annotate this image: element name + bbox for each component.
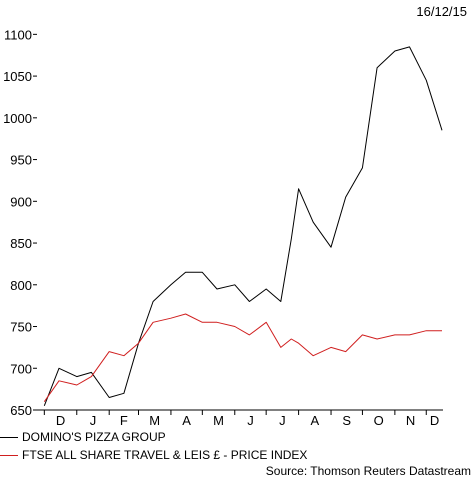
y-tick-label: 950	[10, 153, 32, 168]
y-tick-label: 900	[10, 194, 32, 209]
y-tick-label: 750	[10, 320, 32, 335]
series-line-ftse	[43, 313, 442, 402]
legend-swatch-ftse	[0, 455, 18, 456]
y-tick-label: 1000	[3, 111, 32, 126]
legend-label-dominos: DOMINO'S PIZZA GROUP	[22, 430, 166, 444]
x-tick-label: D	[56, 413, 65, 428]
legend-swatch-dominos	[0, 437, 18, 438]
x-tick-label: O	[374, 413, 384, 428]
date-label: 16/12/15	[416, 4, 467, 19]
x-tick-label: N	[406, 413, 415, 428]
series-line-dominos	[43, 46, 443, 406]
y-tick-label: 850	[10, 236, 32, 251]
y-tick-label: 650	[10, 403, 32, 418]
x-tick-label: J	[247, 413, 254, 428]
y-axis: 650 700 750 800 850 900 950 1000 1050 1100	[3, 27, 37, 418]
x-tick-label: J	[90, 413, 97, 428]
y-tick-label: 800	[10, 278, 32, 293]
source-note: Source: Thomson Reuters Datastream	[265, 464, 471, 478]
y-tick-label: 700	[10, 361, 32, 376]
x-tick-label: S	[342, 413, 351, 428]
legend-label-ftse: FTSE ALL SHARE TRAVEL & LEIS £ - PRICE I…	[22, 448, 308, 462]
x-tick-label: D	[430, 413, 439, 428]
x-tick-label: M	[213, 413, 224, 428]
y-tick-label: 1100	[4, 27, 32, 42]
x-tick-label: J	[279, 413, 286, 428]
x-tick-label: M	[149, 413, 160, 428]
series-layer	[43, 46, 443, 406]
y-tick-label: 1050	[3, 69, 32, 84]
x-tick-label: A	[310, 413, 319, 428]
x-tick-label: F	[120, 413, 128, 428]
x-tick-label: A	[182, 413, 191, 428]
